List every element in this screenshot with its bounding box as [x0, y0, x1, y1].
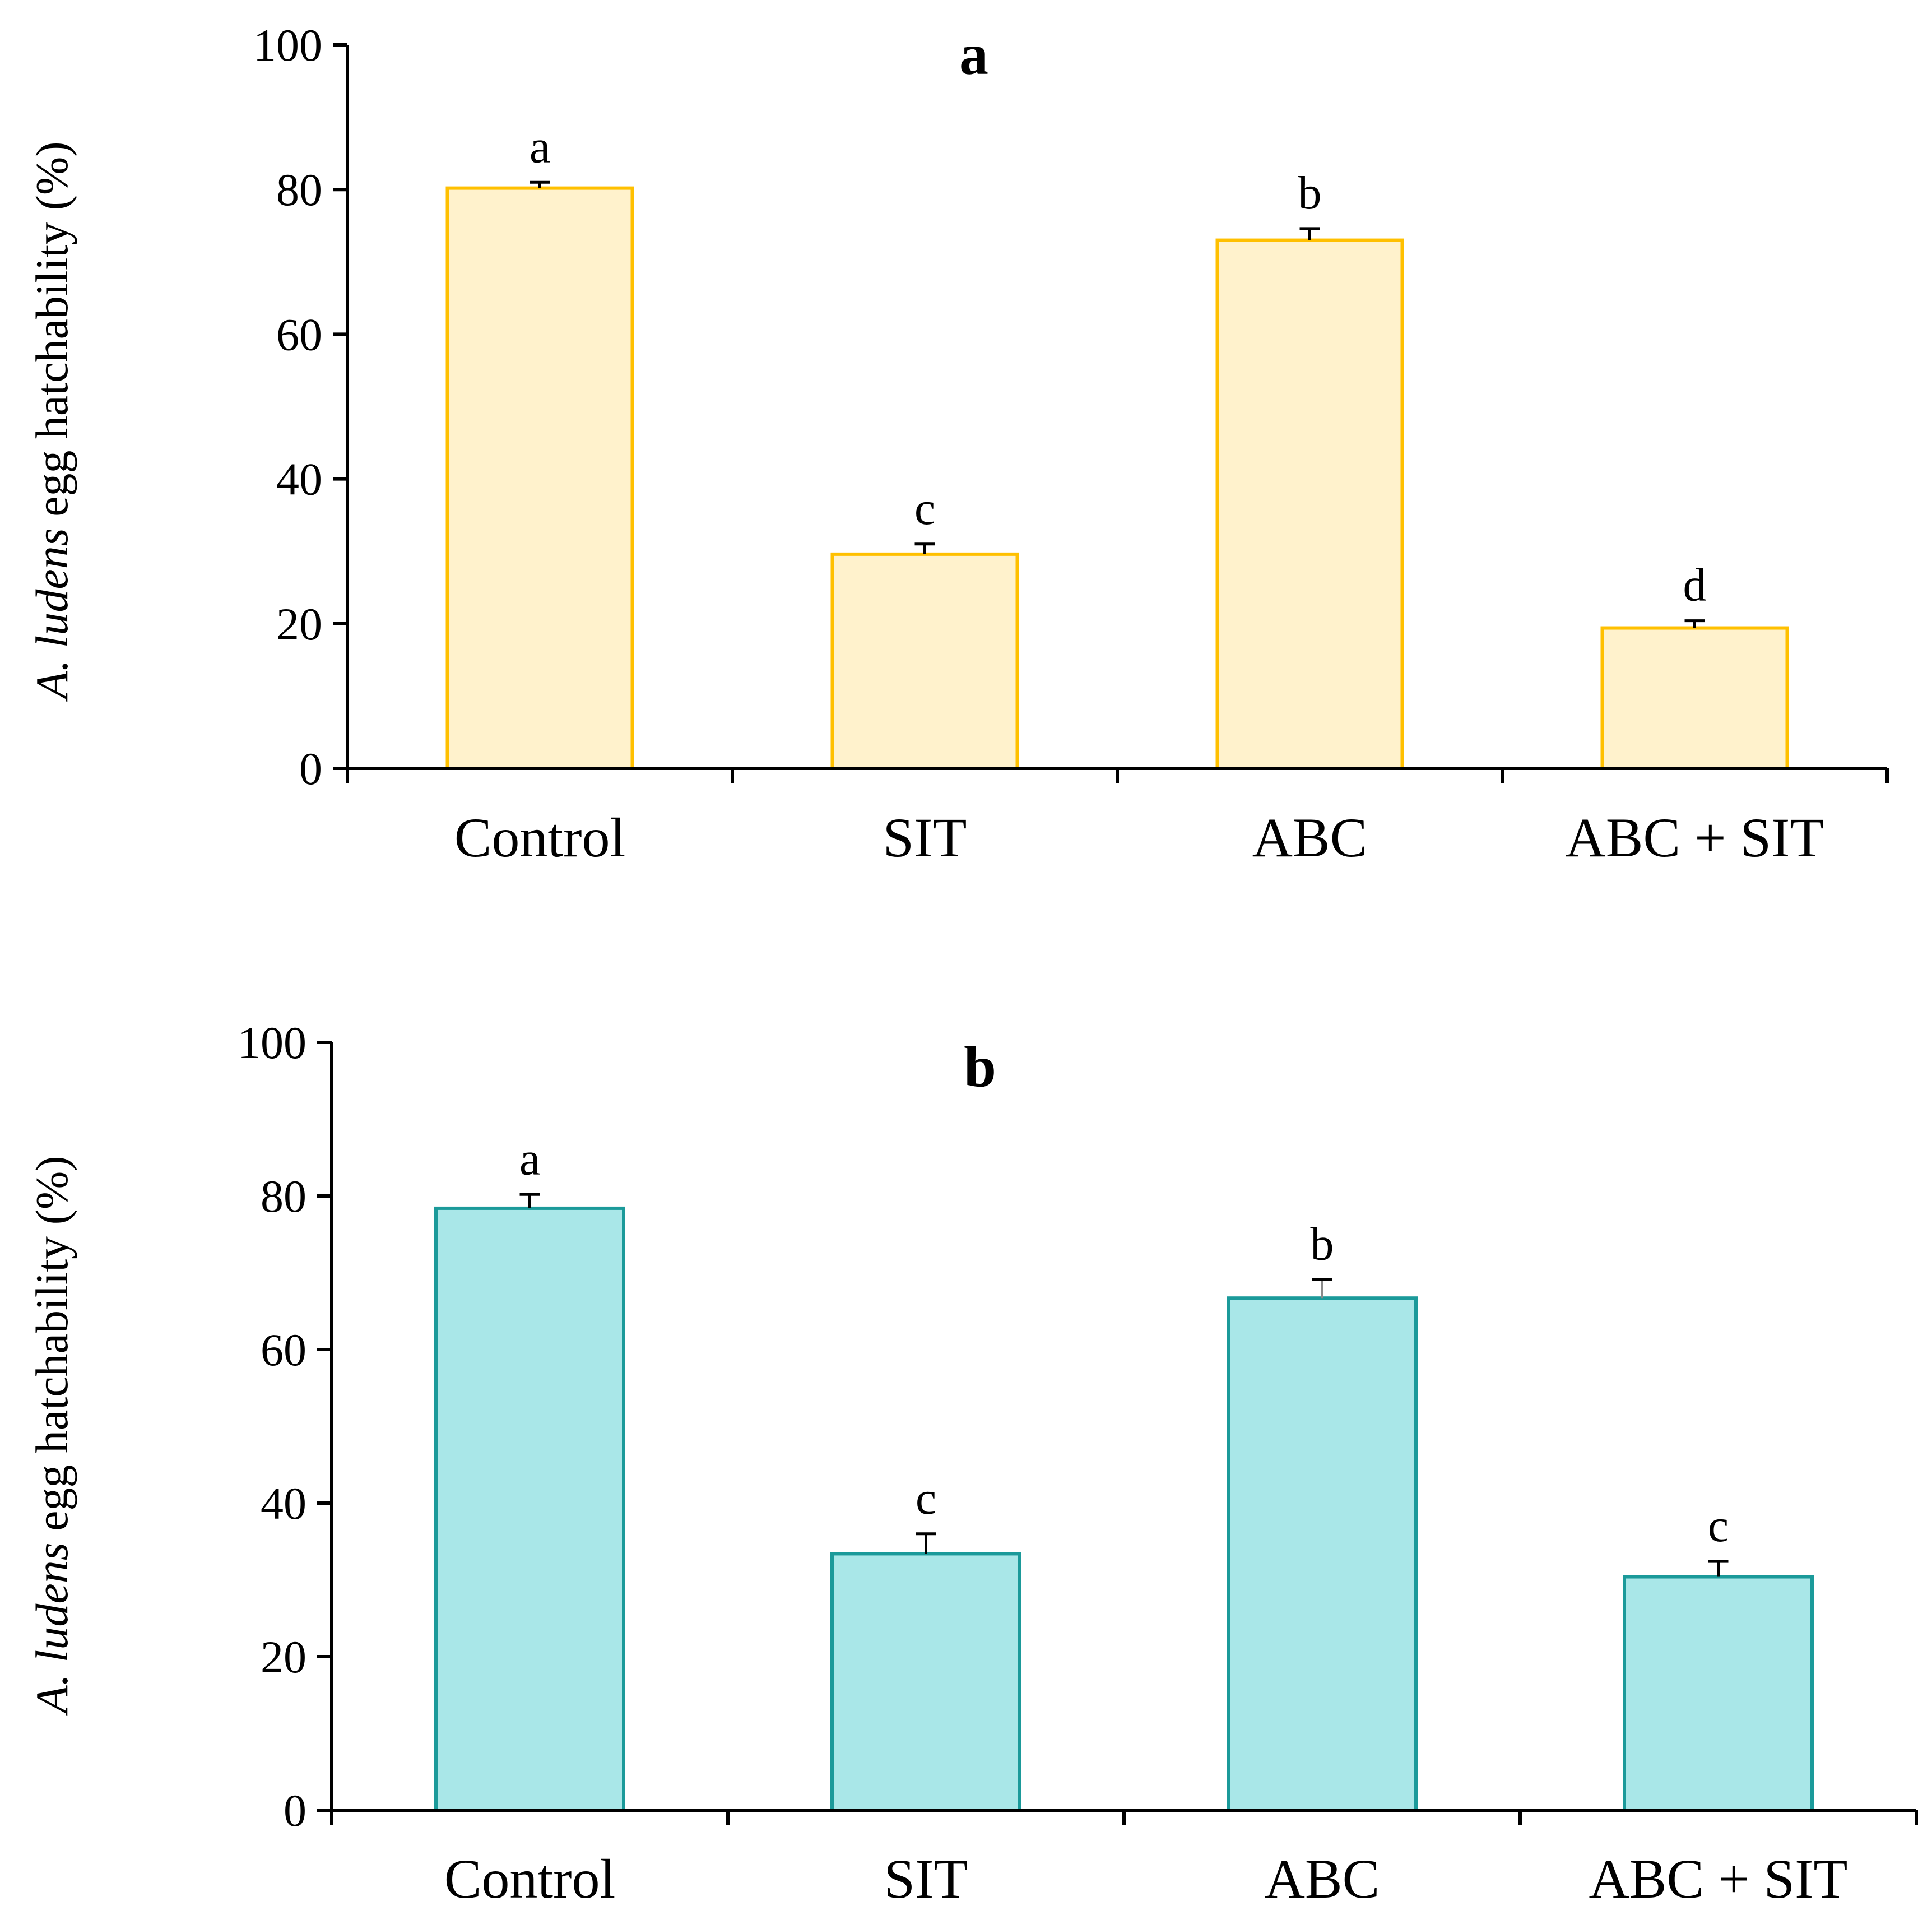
- significance-letter: d: [1683, 559, 1707, 611]
- y-axis-label-text-b: egg hatchability (%): [26, 1156, 77, 1542]
- category-label: SIT: [884, 1848, 968, 1910]
- category-labels-b: Control SIT ABC ABC + SIT: [444, 1848, 1848, 1910]
- y-tick-label: 100: [238, 1017, 306, 1068]
- y-tick-label: 0: [299, 743, 322, 794]
- bar-abc: [1227, 1296, 1418, 1812]
- bar-control: [445, 186, 634, 770]
- significance-letter: c: [914, 483, 935, 535]
- significance-letters-a: a c b d: [530, 120, 1707, 611]
- bars-b: [434, 1206, 1814, 1812]
- significance-letter: b: [1311, 1218, 1334, 1270]
- category-label: ABC: [1265, 1848, 1380, 1910]
- bar-abc: [1215, 238, 1404, 770]
- significance-letter: b: [1298, 167, 1322, 219]
- category-label: SIT: [883, 806, 967, 869]
- significance-letter: a: [519, 1133, 540, 1185]
- y-tick-label: 80: [261, 1171, 306, 1222]
- chart-panel-b: b A. ludens egg hatchability (%) 0 20 40 60…: [26, 1017, 1918, 1910]
- bar-abc-sit: [1600, 626, 1789, 771]
- bar-sit: [830, 1552, 1021, 1812]
- bar-control: [434, 1206, 625, 1812]
- y-tick-label: 80: [276, 164, 322, 215]
- x-ticks-b: [330, 1810, 1918, 1825]
- y-axis-label-species-a: A. ludens: [26, 528, 77, 702]
- y-axis-label-text-a: egg hatchability (%): [26, 141, 77, 528]
- y-axis-label-a: A. ludens egg hatchability (%): [26, 141, 77, 702]
- y-axis-label-b: A. ludens egg hatchability (%): [26, 1156, 77, 1716]
- y-tick-label: 100: [253, 20, 322, 71]
- y-tick-label: 60: [261, 1324, 306, 1375]
- bar-abc-sit: [1623, 1575, 1814, 1812]
- bars-a: [445, 186, 1789, 771]
- significance-letter: c: [916, 1472, 936, 1524]
- y-tick-label: 20: [276, 599, 322, 650]
- y-tick-label: 40: [276, 454, 322, 505]
- category-label: ABC: [1252, 806, 1368, 869]
- error-bars-b: [519, 1193, 1729, 1577]
- chart-panel-a: a A. ludens egg hatchability (%) 0 20 40 60…: [26, 20, 1889, 869]
- y-tick-label: 20: [261, 1631, 306, 1682]
- category-labels-a: Control SIT ABC ABC + SIT: [454, 806, 1824, 869]
- category-label: ABC + SIT: [1565, 806, 1824, 869]
- y-ticks-a: 0 20 40 60 80 100: [253, 20, 347, 794]
- significance-letters-b: a c b c: [519, 1133, 1729, 1552]
- panel-title-a: a: [959, 22, 988, 87]
- y-tick-label: 60: [276, 309, 322, 360]
- significance-letter: a: [530, 120, 550, 173]
- significance-letter: c: [1708, 1500, 1729, 1552]
- category-label: Control: [444, 1848, 616, 1910]
- y-tick-label: 0: [284, 1785, 306, 1836]
- y-axis-label-species-b: A. ludens: [26, 1542, 77, 1716]
- bar-sit: [830, 552, 1019, 770]
- y-ticks-b: 0 20 40 60 80 100: [238, 1017, 332, 1836]
- category-label: Control: [454, 806, 626, 869]
- x-ticks-a: [346, 768, 1889, 783]
- error-bars-a: [530, 180, 1705, 628]
- category-label: ABC + SIT: [1589, 1848, 1847, 1910]
- y-tick-label: 40: [261, 1478, 306, 1529]
- panel-title-b: b: [964, 1035, 996, 1099]
